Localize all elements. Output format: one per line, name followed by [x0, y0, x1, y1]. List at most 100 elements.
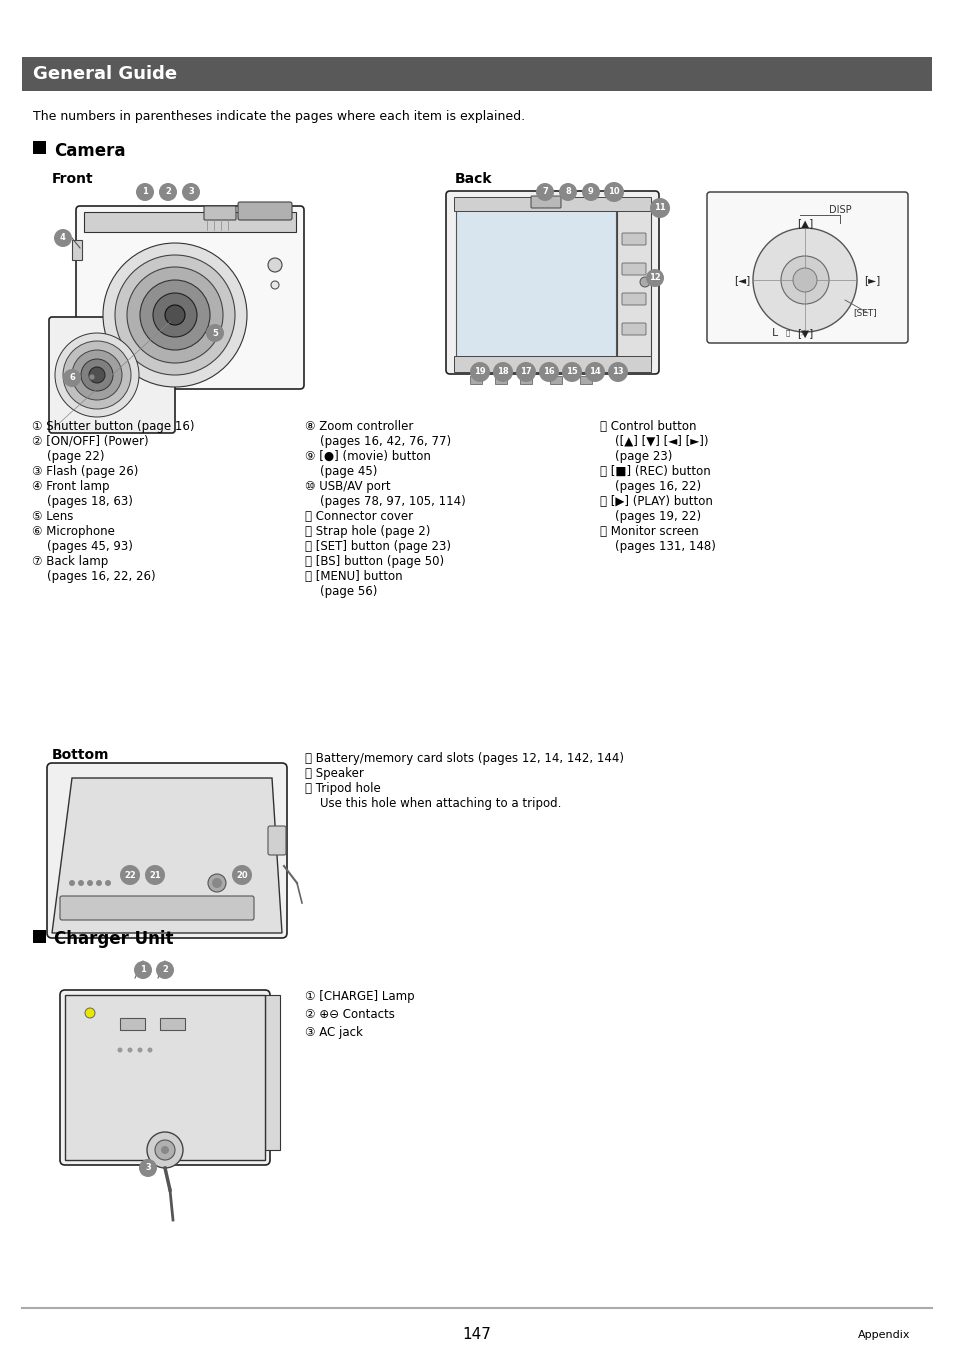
Text: 4: 4 — [60, 233, 66, 243]
Text: 19: 19 — [474, 368, 485, 376]
Text: Appendix: Appendix — [857, 1330, 909, 1339]
Text: 7: 7 — [541, 187, 547, 197]
Circle shape — [136, 183, 153, 201]
Bar — [579, 376, 592, 384]
FancyBboxPatch shape — [621, 233, 645, 246]
Text: ⑨ [●] (movie) button: ⑨ [●] (movie) button — [305, 451, 431, 463]
Circle shape — [165, 305, 185, 324]
Text: 22: 22 — [124, 870, 135, 879]
Bar — [495, 376, 506, 384]
Circle shape — [603, 182, 623, 202]
Text: ④ Front lamp: ④ Front lamp — [32, 480, 110, 493]
Circle shape — [536, 183, 554, 201]
Text: ⑤ Lens: ⑤ Lens — [32, 510, 73, 522]
Circle shape — [152, 293, 196, 337]
Text: 9: 9 — [587, 187, 594, 197]
Circle shape — [145, 864, 165, 885]
Circle shape — [105, 879, 111, 886]
Bar — [454, 356, 650, 372]
Bar — [617, 199, 650, 366]
Text: 6: 6 — [69, 373, 75, 383]
Circle shape — [268, 258, 282, 271]
Text: General Guide: General Guide — [33, 65, 177, 83]
FancyBboxPatch shape — [204, 206, 235, 220]
Bar — [71, 240, 82, 261]
Circle shape — [137, 1048, 142, 1053]
Text: 10: 10 — [608, 187, 619, 197]
Text: ⑰ [■] (REC) button: ⑰ [■] (REC) button — [599, 465, 710, 478]
Circle shape — [645, 269, 663, 286]
Circle shape — [103, 243, 247, 387]
Text: 1: 1 — [142, 187, 148, 197]
Text: 15: 15 — [565, 368, 578, 376]
Text: 16: 16 — [542, 368, 555, 376]
Text: 2: 2 — [165, 187, 171, 197]
Bar — [120, 1018, 145, 1030]
Text: DISP: DISP — [828, 205, 850, 214]
Text: 3: 3 — [188, 187, 193, 197]
Circle shape — [89, 366, 105, 383]
Text: L: L — [771, 328, 778, 338]
Text: ① [CHARGE] Lamp: ① [CHARGE] Lamp — [305, 991, 415, 1003]
Text: 20: 20 — [236, 870, 248, 879]
Text: 13: 13 — [612, 368, 623, 376]
Text: 18: 18 — [497, 368, 508, 376]
Circle shape — [139, 1159, 157, 1177]
Text: (page 23): (page 23) — [599, 451, 672, 463]
Text: ① Shutter button (page 16): ① Shutter button (page 16) — [32, 421, 194, 433]
Circle shape — [558, 183, 577, 201]
Circle shape — [516, 362, 536, 383]
Text: (page 45): (page 45) — [305, 465, 377, 478]
Text: (pages 19, 22): (pages 19, 22) — [599, 510, 700, 522]
FancyBboxPatch shape — [621, 263, 645, 275]
Text: ③ Flash (page 26): ③ Flash (page 26) — [32, 465, 138, 478]
Circle shape — [781, 256, 828, 304]
Text: (pages 18, 63): (pages 18, 63) — [32, 495, 132, 508]
Circle shape — [232, 864, 252, 885]
Text: ⑫ Strap hole (page 2): ⑫ Strap hole (page 2) — [305, 525, 430, 537]
Circle shape — [206, 324, 224, 342]
Bar — [550, 376, 561, 384]
Text: [▲]: [▲] — [796, 218, 812, 228]
Text: ② ⊕⊖ Contacts: ② ⊕⊖ Contacts — [305, 1008, 395, 1020]
Text: ⑵ Tripod hole: ⑵ Tripod hole — [305, 782, 380, 795]
Circle shape — [493, 362, 513, 383]
Bar — [519, 376, 532, 384]
Circle shape — [71, 350, 122, 400]
Text: ⚡: ⚡ — [799, 328, 804, 338]
Circle shape — [54, 229, 71, 247]
Circle shape — [752, 228, 856, 332]
FancyBboxPatch shape — [60, 896, 253, 920]
Polygon shape — [65, 995, 265, 1160]
Circle shape — [89, 375, 95, 380]
Text: ⬛: ⬛ — [785, 330, 789, 337]
Text: ⑩ USB/AV port: ⑩ USB/AV port — [305, 480, 390, 493]
Text: 8: 8 — [564, 187, 570, 197]
Text: ⑯ Control button: ⑯ Control button — [599, 421, 696, 433]
Circle shape — [147, 1132, 183, 1168]
Text: Back: Back — [455, 172, 492, 186]
Text: 1: 1 — [140, 965, 146, 974]
Circle shape — [128, 1048, 132, 1053]
Text: ③ AC jack: ③ AC jack — [305, 1026, 362, 1039]
Text: [▼]: [▼] — [796, 328, 812, 338]
FancyBboxPatch shape — [706, 191, 907, 343]
FancyBboxPatch shape — [446, 191, 659, 375]
Text: 21: 21 — [149, 870, 161, 879]
Circle shape — [561, 362, 581, 383]
FancyBboxPatch shape — [268, 826, 286, 855]
Circle shape — [154, 1140, 174, 1160]
Text: [SET]: [SET] — [852, 308, 876, 318]
Text: (pages 45, 93): (pages 45, 93) — [32, 540, 132, 554]
Circle shape — [115, 255, 234, 375]
Circle shape — [639, 277, 649, 286]
Circle shape — [470, 362, 490, 383]
Text: (pages 16, 22): (pages 16, 22) — [599, 480, 700, 493]
Circle shape — [87, 879, 92, 886]
Circle shape — [208, 874, 226, 892]
Bar — [84, 212, 295, 232]
Text: ⑧ Zoom controller: ⑧ Zoom controller — [305, 421, 413, 433]
FancyBboxPatch shape — [47, 763, 287, 938]
Text: ⑪ Connector cover: ⑪ Connector cover — [305, 510, 413, 522]
Circle shape — [607, 362, 627, 383]
